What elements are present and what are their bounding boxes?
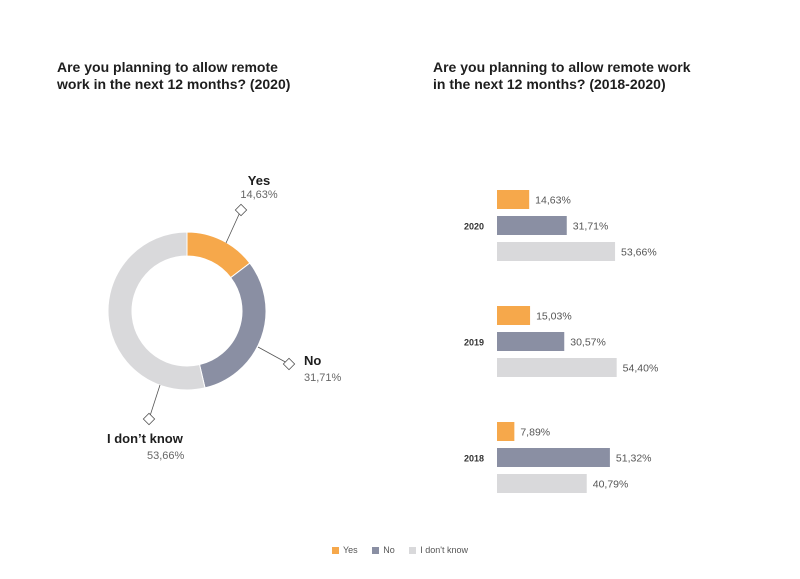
legend-label-no: No	[383, 545, 395, 555]
donut-value-no: 31,71%	[304, 372, 342, 384]
bar-label-2020-yes: 14,63%	[535, 195, 571, 207]
legend-swatch-no	[372, 547, 380, 554]
bar-2018-yes	[497, 422, 515, 441]
category-label-2019: 2019	[464, 338, 484, 348]
category-label-2018: 2018	[464, 454, 484, 464]
bar-chart-title: Are you planning to allow remote work in…	[433, 59, 733, 93]
bar-title-line-2: in the next 12 months? (2018-2020)	[433, 76, 666, 92]
donut-chart-title: Are you planning to allow remote work in…	[57, 59, 357, 93]
bar-label-2018-no: 51,32%	[616, 453, 652, 465]
legend-swatch-dont-know	[409, 547, 417, 554]
leader-line-yes	[225, 209, 242, 244]
legend-label-yes: Yes	[343, 545, 358, 555]
donut-label-no: No	[304, 353, 321, 368]
bar-2018-dont-know	[497, 474, 587, 493]
legend-item-yes: Yes	[332, 545, 358, 555]
bar-label-2019-dont-know: 54,40%	[623, 363, 659, 375]
leader-marker-yes	[234, 203, 248, 217]
donut-value-dont-know: 53,66%	[147, 450, 185, 462]
legend-item-dont-know: I don't know	[409, 545, 468, 555]
bar-2019-yes	[497, 306, 531, 325]
bar-2019-dont-know	[497, 358, 617, 377]
legend-label-dont-know: I don't know	[420, 545, 468, 555]
legend-swatch-yes	[332, 547, 339, 554]
leader-line-dont-know	[148, 384, 161, 420]
bar-2020-dont-know	[497, 242, 616, 261]
donut-title-line-2: work in the next 12 months? (2020)	[57, 76, 291, 92]
chart-legend: Yes No I don't know	[0, 545, 800, 555]
donut-label-dont-know: I don’t know	[107, 431, 184, 446]
donut-label-yes: Yes	[248, 173, 270, 188]
bar-label-2020-no: 31,71%	[573, 221, 609, 233]
bar-label-2018-dont-know: 40,79%	[593, 479, 629, 491]
bar-2019-no	[497, 332, 565, 351]
leader-marker-dont-know	[142, 412, 156, 426]
category-label-2020: 2020	[464, 222, 484, 232]
leader-line-no	[257, 346, 290, 365]
bar-label-2018-yes: 7,89%	[520, 427, 550, 439]
bar-2020-no	[497, 216, 567, 235]
donut-slice-dont-know	[107, 231, 206, 391]
bar-label-2020-dont-know: 53,66%	[621, 247, 657, 259]
bar-2020-yes	[497, 190, 530, 209]
bar-label-2019-no: 30,57%	[570, 337, 606, 349]
leader-marker-no	[282, 357, 296, 371]
bar-title-line-1: Are you planning to allow remote work	[433, 59, 691, 75]
donut-value-yes: 14,63%	[240, 189, 278, 201]
legend-item-no: No	[372, 545, 395, 555]
bar-2018-no	[497, 448, 610, 467]
donut-title-line-1: Are you planning to allow remote	[57, 59, 278, 75]
bar-label-2019-yes: 15,03%	[536, 311, 572, 323]
